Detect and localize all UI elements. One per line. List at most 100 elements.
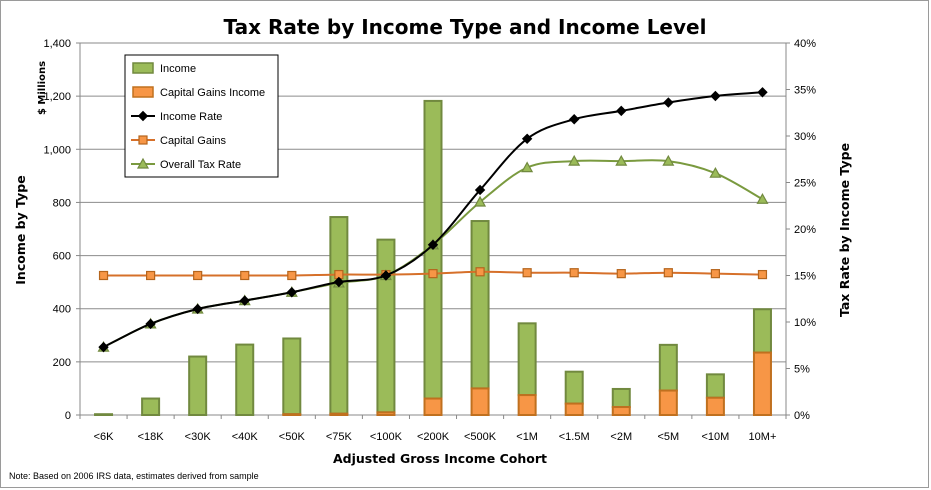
income-rate-point — [757, 87, 768, 98]
x-tick-label: <40K — [232, 431, 259, 443]
capital-gains-income-bar — [376, 411, 396, 417]
x-axis-ticks: <6K <18K <30K <40K <50K <75K <100K <200K <500K <1… — [79, 415, 787, 443]
income-bar — [517, 322, 537, 397]
legend-label-income-rate: Income Rate — [160, 111, 222, 123]
legend-label-capital-gains: Capital Gains — [160, 135, 227, 147]
y2-tick-label: 40% — [794, 38, 816, 50]
income-rate-point — [286, 287, 298, 298]
income-rate-point — [98, 341, 109, 353]
y-tick-label: 1,000 — [43, 144, 71, 156]
capital-gains-income-bar — [517, 394, 537, 417]
income-rate-point — [663, 97, 674, 108]
overall-tax-rate-point — [521, 161, 534, 173]
legend-marker-overall-tax-rate — [136, 157, 150, 169]
overall-tax-rate-point — [662, 154, 675, 166]
capital-gains-income-bar — [658, 389, 678, 417]
legend-marker-income-rate — [137, 110, 149, 122]
x-tick-label: 10M+ — [749, 431, 777, 443]
overall-tax-rate-point — [474, 195, 487, 207]
legend-swatch-capital-gains-income — [132, 86, 154, 98]
capital-gains-income-bar — [423, 397, 443, 417]
income-rate-point — [380, 270, 392, 281]
capital-gains-point — [193, 270, 203, 281]
overall-tax-rate-point — [615, 154, 628, 166]
income-bar — [235, 343, 255, 417]
y2-axis-ticks: 0% 5% 10% 15% 20% 25% 30% 35% 40% — [786, 38, 816, 422]
x-tick-label: <500K — [464, 431, 497, 443]
income-bar — [282, 337, 302, 416]
income-rate-point — [521, 133, 533, 144]
capital-gains-income-bar — [611, 406, 631, 416]
y-tick-label: 0 — [65, 410, 71, 422]
capital-gains-point — [428, 269, 438, 279]
income-bar — [141, 397, 161, 417]
y-axis-ticks: 0 200 400 600 800 1,000 1,200 1,400 — [43, 38, 80, 422]
x-tick-label: <18K — [138, 431, 165, 443]
capital-gains-point — [287, 270, 297, 281]
overall-tax-rate-point — [756, 193, 769, 204]
y2-tick-label: 25% — [794, 178, 816, 190]
legend-label-income: Income — [160, 63, 196, 75]
income-bar — [329, 216, 349, 415]
capital-gains-point — [475, 267, 485, 277]
x-tick-label: <75K — [326, 431, 353, 443]
y2-tick-label: 35% — [794, 85, 816, 97]
x-tick-label: <100K — [370, 431, 403, 443]
y-axis-title: Income by Type — [13, 175, 28, 284]
capital-gains-point — [710, 269, 721, 279]
legend-swatch-income — [132, 62, 154, 74]
capital-gains-point — [757, 269, 768, 280]
income-rate-point — [145, 318, 156, 330]
capital-gains-income-bar — [329, 412, 349, 416]
y2-axis-title: Tax Rate by Income Type — [837, 143, 852, 317]
y-tick-label: 400 — [53, 304, 71, 316]
y-axis-unit-label: $ Millions — [37, 61, 48, 115]
y2-tick-label: 10% — [794, 317, 816, 329]
income-bar — [470, 220, 490, 390]
y-tick-label: 600 — [53, 251, 71, 263]
x-tick-label: <1M — [516, 431, 538, 443]
income-rate-point — [710, 90, 721, 102]
footnote: Note: Based on 2006 IRS data, estimates … — [9, 471, 259, 481]
income-bar — [376, 238, 396, 414]
line-series — [97, 87, 769, 353]
x-tick-label: <5M — [657, 431, 679, 443]
y-tick-label: 800 — [53, 197, 71, 209]
income-bar — [752, 308, 772, 354]
income-bar — [611, 387, 631, 409]
y-tick-label: 200 — [53, 357, 71, 369]
legend-label-capital-gains-income: Capital Gains Income — [160, 87, 265, 99]
income-bar — [705, 373, 725, 399]
income-bar — [188, 355, 208, 416]
overall-tax-rate-point — [568, 154, 581, 166]
legend-marker-capital-gains — [138, 135, 148, 145]
y2-tick-label: 30% — [794, 131, 816, 143]
y2-tick-label: 20% — [794, 224, 816, 236]
income-bar — [564, 370, 584, 405]
y2-tick-label: 15% — [794, 271, 816, 283]
income-rate-point — [239, 295, 250, 306]
y-tick-label: 1,200 — [43, 91, 71, 103]
capital-gains-point — [98, 270, 109, 281]
income-rate-point — [568, 114, 580, 125]
income-bar — [658, 343, 678, 392]
income-rate-point — [616, 105, 627, 117]
legend-label-overall-tax-rate: Overall Tax Rate — [160, 159, 241, 171]
capital-gains-point — [240, 270, 250, 281]
income-rate-point — [427, 239, 439, 251]
x-tick-label: <50K — [279, 431, 306, 443]
x-axis-title: Adjusted Gross Income Cohort — [333, 451, 547, 466]
income-rate-point — [192, 303, 203, 315]
capital-gains-income-bar — [705, 396, 725, 417]
x-tick-label: <30K — [185, 431, 212, 443]
y-tick-label: 1,400 — [43, 38, 71, 50]
income-bar — [94, 413, 114, 416]
chart-title: Tax Rate by Income Type and Income Level — [224, 15, 707, 39]
legend: Income Capital Gains Income Income Rate Cap… — [124, 54, 279, 178]
x-tick-label: <200K — [417, 431, 450, 443]
income-rate-point — [474, 184, 486, 196]
x-tick-label: <6K — [94, 431, 115, 443]
capital-gains-point — [146, 270, 156, 281]
x-tick-label: <10M — [701, 431, 729, 443]
